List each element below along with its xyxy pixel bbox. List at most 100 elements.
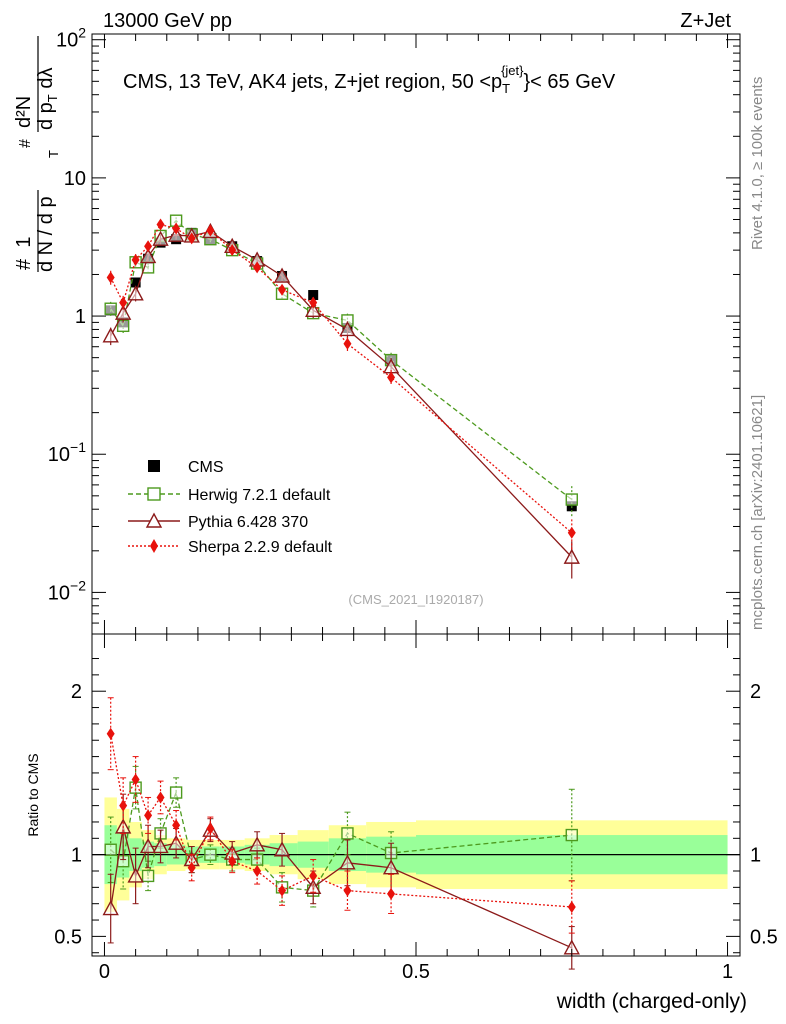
ratio-point-sherpa (253, 865, 262, 878)
data-point-herwig (104, 302, 117, 315)
series-line-herwig (110, 219, 573, 501)
ratio-point-sherpa (156, 791, 165, 804)
ratio-point-sherpa (131, 773, 140, 786)
data-point-sherpa (309, 296, 318, 309)
ratio-point-pythia (102, 900, 119, 916)
main-y-tick-label: 10−2 (48, 577, 86, 604)
analysis-id-watermark: (CMS_2021_I1920187) (348, 592, 483, 607)
ratio-point-pythia (127, 867, 144, 883)
svg-text:1: 1 (13, 236, 35, 247)
legend-entry-herwig: Herwig 7.2.1 default (128, 487, 331, 504)
ratio-point-pythia (248, 836, 266, 852)
ratio-y-tick-label: 0.5 (54, 926, 82, 948)
ratio-point-herwig (204, 848, 217, 861)
ratio-point-sherpa (172, 819, 181, 832)
data-point-sherpa (119, 296, 128, 309)
data-point-pythia (305, 301, 322, 318)
x-tick-label: 1 (722, 961, 733, 983)
ratio-point-sherpa (387, 887, 396, 900)
data-point-sherpa (144, 240, 153, 253)
svg-text:#: # (17, 139, 34, 148)
header-channel-label: Z+Jet (680, 10, 731, 32)
main-panel-axes: 10−2 10−1 1 10 102 (48, 25, 740, 635)
data-point-pythia (102, 327, 119, 343)
mcplots-reference-label: mcplots.cern.ch [arXiv:2401.10621] (749, 395, 766, 630)
svg-text:d²N: d²N (13, 96, 35, 128)
legend-entry-pythia: Pythia 6.428 370 (128, 512, 308, 531)
svg-text:T: T (46, 150, 61, 158)
svg-text:Sherpa 2.2.9 default: Sherpa 2.2.9 default (188, 539, 333, 556)
ratio-y-tick-label-right: 2 (750, 681, 761, 703)
ratio-point-herwig (104, 843, 117, 856)
data-point-sherpa (172, 222, 181, 235)
ratio-point-pythia (382, 859, 400, 875)
main-y-tick-label: 10−1 (48, 439, 86, 466)
ratio-point-herwig (169, 786, 183, 799)
data-point-pythia (127, 285, 144, 301)
data-point-sherpa (156, 218, 165, 231)
x-tick-label: 0.5 (402, 961, 430, 983)
ratio-y-axis-label: Ratio to CMS (25, 753, 41, 836)
main-y-axis-label: # 1 d N / d p T # d²N d pT dλ (13, 36, 61, 272)
main-panel-plot (102, 214, 580, 579)
data-point-cms (130, 277, 141, 288)
main-y-tick-label: 102 (56, 25, 86, 52)
ratio-point-pythia (273, 841, 291, 857)
data-point-sherpa (206, 224, 215, 237)
main-panel-title: CMS, 13 TeV, AK4 jets, Z+jet region, 50 … (123, 63, 616, 96)
data-point-herwig (565, 493, 578, 506)
data-point-sherpa (131, 253, 140, 266)
ratio-point-sherpa (228, 855, 237, 868)
ratio-point-herwig (141, 869, 155, 883)
data-point-sherpa (387, 371, 396, 384)
main-y-tick-label: 1 (75, 306, 86, 328)
data-point-pythia (339, 320, 356, 337)
data-point-sherpa (253, 261, 262, 274)
ratio-point-pythia (339, 854, 356, 870)
data-point-cms (308, 290, 319, 301)
ratio-y-tick-label: 1 (71, 845, 82, 867)
ratio-point-sherpa (309, 869, 318, 882)
data-point-pythia (114, 304, 132, 320)
svg-text:#: # (13, 258, 35, 270)
ratio-point-sherpa (206, 822, 215, 835)
data-point-pythia (563, 548, 580, 564)
legend-entry-sherpa: Sherpa 2.2.9 default (128, 539, 333, 556)
ratio-y-tick-label-right: 1 (750, 845, 761, 867)
ratio-point-sherpa (106, 727, 115, 740)
series-line-pythia (110, 230, 573, 558)
svg-text:Herwig 7.2.1 default: Herwig 7.2.1 default (188, 487, 331, 504)
ratio-point-sherpa (144, 809, 153, 822)
ratio-point-pythia (305, 878, 322, 895)
svg-text:d N / d p: d N / d p (35, 196, 57, 272)
legend-entry-cms: CMS (148, 459, 224, 476)
svg-text:d pT dλ: d pT dλ (35, 68, 60, 130)
data-point-sherpa (278, 283, 287, 296)
data-point-pythia (152, 230, 169, 246)
ratio-point-herwig (565, 828, 578, 842)
ratio-y-tick-label-right: 0.5 (750, 926, 778, 948)
data-point-pythia (167, 226, 185, 242)
x-axis-label: width (charged-only) (556, 990, 747, 1013)
ratio-point-pythia (139, 838, 157, 854)
header-process-label: 13000 GeV pp (103, 10, 232, 32)
ratio-y-tick-label: 2 (71, 681, 82, 703)
ratio-point-sherpa (278, 884, 287, 897)
ratio-point-sherpa (567, 900, 576, 913)
data-point-pythia (273, 267, 291, 283)
ratio-point-sherpa (187, 861, 196, 874)
x-tick-label: 0 (99, 961, 110, 983)
ratio-panel-frame (91, 633, 741, 957)
ratio-point-sherpa (343, 884, 352, 897)
data-point-sherpa (187, 232, 196, 245)
series-line-sherpa (110, 223, 573, 534)
rivet-version-label: Rivet 4.1.0, ≥ 100k events (749, 77, 766, 250)
ratio-panel-axes: 0.5 0.5 1 1 2 2 0 0.5 1 (54, 634, 778, 983)
ratio-point-sherpa (119, 799, 128, 812)
data-point-sherpa (228, 244, 237, 257)
data-point-pythia (139, 247, 157, 264)
svg-text:CMS: CMS (188, 459, 224, 476)
data-point-sherpa (343, 337, 352, 350)
ratio-point-herwig (341, 827, 354, 840)
